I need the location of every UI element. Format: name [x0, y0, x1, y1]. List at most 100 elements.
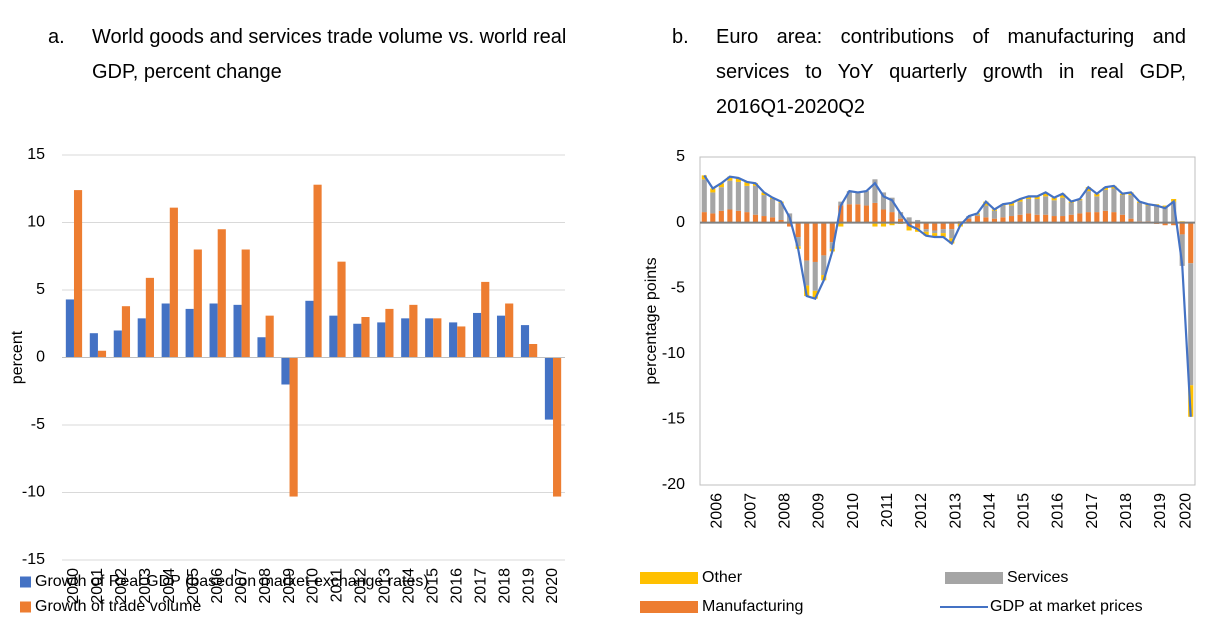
- bar-segment: [1188, 222, 1194, 264]
- x-tick-label: 2015: [1016, 493, 1033, 529]
- x-tick-label: 2006: [209, 568, 226, 604]
- y-tick-label: -5: [31, 416, 45, 433]
- bar-segment: [1043, 192, 1049, 197]
- bar-segment: [1179, 234, 1185, 266]
- x-tick-label: 2008: [257, 568, 274, 604]
- bar: [520, 325, 530, 358]
- legend-swatch: [945, 572, 1003, 584]
- y-tick-label: 0: [676, 214, 685, 231]
- bar-segment: [1051, 200, 1057, 217]
- bar: [377, 322, 386, 358]
- x-tick-label: 2013: [377, 568, 394, 604]
- bar-segment: [718, 187, 724, 211]
- bar-segment: [855, 192, 861, 205]
- legend-label: Services: [1007, 569, 1068, 586]
- bar-segment: [821, 255, 827, 276]
- bar-segment: [863, 205, 869, 223]
- bar-segment: [1077, 213, 1083, 223]
- bar: [529, 344, 538, 358]
- bar-segment: [940, 233, 946, 238]
- bar: [113, 330, 122, 358]
- bar-segment: [778, 219, 784, 223]
- legend-label: Growth of trade volume: [35, 598, 201, 615]
- bar-segment: [949, 229, 955, 239]
- bar-segment: [1068, 202, 1074, 215]
- bar-segment: [923, 222, 929, 230]
- bar: [505, 303, 514, 358]
- y-tick-label: -15: [22, 551, 45, 568]
- bar-segment: [1043, 214, 1049, 223]
- bar-segment: [863, 191, 869, 206]
- bar-segment: [1111, 188, 1117, 213]
- bar: [217, 229, 226, 358]
- bar-segment: [744, 181, 750, 186]
- x-tick-label: 2016: [1050, 493, 1067, 529]
- bar: [97, 350, 107, 358]
- bar-segment: [710, 213, 716, 223]
- bar-segment: [1102, 189, 1108, 211]
- bar-segment: [915, 219, 921, 223]
- bar-segment: [804, 222, 810, 261]
- bar-segment: [1026, 196, 1032, 199]
- bar: [425, 318, 434, 358]
- bar-segment: [769, 217, 776, 223]
- x-tick-label: 2009: [281, 568, 298, 604]
- bar-segment: [889, 212, 895, 223]
- bar-segment: [778, 202, 784, 220]
- bar-segment: [787, 222, 793, 227]
- bar-segment: [1068, 214, 1074, 223]
- bar-segment: [752, 185, 759, 215]
- bar-segment: [923, 229, 929, 232]
- bar-segment: [727, 209, 733, 223]
- bar-segment: [880, 209, 887, 223]
- bar-segment: [838, 222, 844, 227]
- x-tick-label: 2017: [472, 568, 489, 604]
- bar: [457, 326, 466, 358]
- bar-segment: [1102, 210, 1108, 223]
- x-tick-label: 2003: [137, 568, 154, 604]
- bar-segment: [966, 218, 972, 223]
- bar-segment: [1034, 196, 1040, 199]
- bar-segment: [1179, 222, 1185, 235]
- x-tick-label: 2012: [913, 493, 930, 529]
- bar-segment: [812, 222, 818, 262]
- bar-segment: [1085, 191, 1091, 213]
- bar-segment: [949, 222, 955, 230]
- bar-segment: [1145, 205, 1151, 222]
- bar-segment: [889, 222, 895, 226]
- bar-segment: [906, 226, 912, 231]
- bar-segment: [1162, 206, 1168, 223]
- x-tick-label: 2008: [777, 493, 794, 529]
- bar-segment: [701, 179, 707, 213]
- bar-segment: [1000, 217, 1006, 223]
- bar-segment: [974, 216, 980, 223]
- bar: [185, 308, 194, 358]
- bar-segment: [949, 238, 955, 244]
- bar: [281, 357, 290, 385]
- y-axis-label: percentage points: [643, 257, 660, 384]
- x-tick-label: 2007: [233, 568, 250, 604]
- bar: [473, 312, 482, 358]
- bar-segment: [983, 201, 989, 206]
- bar-segment: [991, 210, 997, 219]
- bar: [401, 318, 410, 358]
- y-tick-label: 0: [36, 349, 45, 366]
- y-axis-label: percent: [9, 330, 26, 384]
- bar-segment: [915, 222, 921, 228]
- bar: [193, 249, 202, 358]
- bar-segment: [1008, 202, 1015, 206]
- chart-label: b.: [672, 26, 689, 48]
- bar-segment: [812, 290, 818, 299]
- x-tick-label: 2000: [65, 568, 82, 604]
- bar-segment: [1128, 218, 1134, 223]
- legend-swatch: [20, 601, 31, 613]
- bar: [289, 357, 298, 497]
- x-tick-label: 2020: [1178, 493, 1195, 529]
- bar-segment: [795, 222, 801, 238]
- bar-segment: [1060, 216, 1066, 223]
- x-tick-label: 2014: [401, 568, 418, 604]
- bar-segment: [974, 214, 980, 217]
- x-tick-label: 2011: [329, 568, 346, 603]
- bar-segment: [1026, 198, 1032, 214]
